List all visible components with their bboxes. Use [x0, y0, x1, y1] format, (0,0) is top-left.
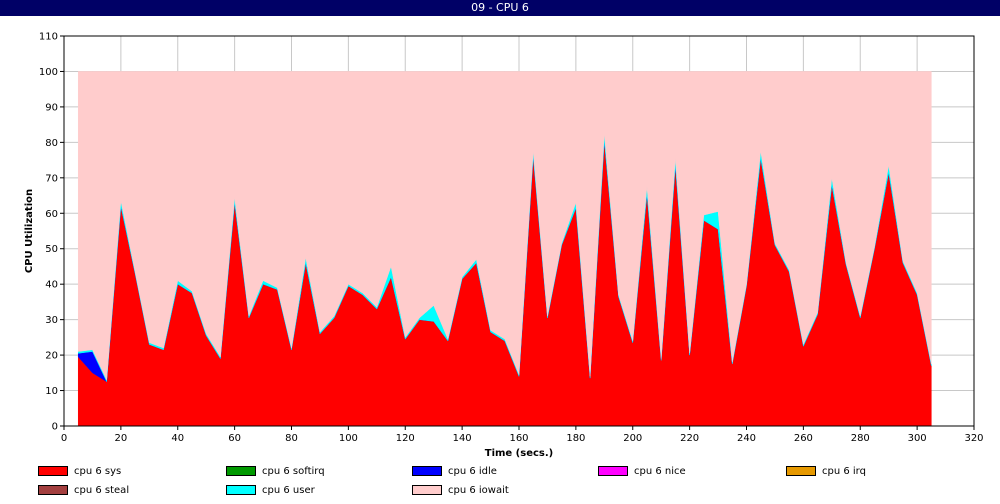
- legend-item: cpu 6 nice: [598, 465, 686, 479]
- legend-swatch: [38, 485, 68, 495]
- legend-label: cpu 6 irq: [822, 466, 866, 477]
- chart-title: 09 - CPU 6: [0, 0, 1000, 16]
- x-tick-label: 260: [794, 433, 813, 444]
- legend-label: cpu 6 nice: [634, 466, 686, 477]
- x-tick-label: 320: [964, 433, 983, 444]
- legend-item: cpu 6 irq: [786, 465, 866, 479]
- legend-label: cpu 6 iowait: [448, 485, 509, 496]
- x-tick-label: 160: [509, 433, 528, 444]
- cpu-6-iowait-area: [77, 71, 932, 381]
- y-tick-label: 20: [45, 351, 58, 362]
- y-tick-label: 50: [45, 244, 58, 255]
- legend-item: cpu 6 steal: [38, 484, 129, 498]
- y-tick-label: 10: [45, 386, 58, 397]
- y-tick-label: 110: [39, 32, 58, 43]
- legend-label: cpu 6 user: [262, 485, 315, 496]
- y-axis-ticks: 0 10 20 30 40 50 60 70 80 90 100 110: [39, 32, 64, 433]
- x-tick-label: 200: [623, 433, 642, 444]
- series-areas: [77, 71, 932, 427]
- x-tick-label: 40: [171, 433, 184, 444]
- y-tick-label: 70: [45, 173, 58, 184]
- legend-item: cpu 6 iowait: [412, 484, 509, 498]
- x-tick-label: 120: [396, 433, 415, 444]
- y-tick-label: 40: [45, 280, 58, 291]
- x-axis-label: Time (secs.): [485, 448, 554, 459]
- legend: cpu 6 sys cpu 6 softirq cpu 6 idle cpu 6 ni…: [0, 462, 1000, 504]
- legend-label: cpu 6 idle: [448, 466, 497, 477]
- y-tick-label: 30: [45, 315, 58, 326]
- y-tick-label: 100: [39, 67, 58, 78]
- legend-swatch: [226, 485, 256, 495]
- legend-label: cpu 6 sys: [74, 466, 122, 477]
- legend-swatch: [412, 485, 442, 495]
- x-tick-label: 300: [908, 433, 927, 444]
- x-tick-label: 80: [285, 433, 298, 444]
- x-axis-ticks: 0 20 40 60 80 100 120 140 160 180 200 220 240 260 280 3…: [61, 426, 984, 444]
- x-tick-label: 100: [339, 433, 358, 444]
- legend-swatch: [38, 466, 68, 476]
- legend-item: cpu 6 sys: [38, 465, 121, 479]
- y-axis-label: CPU Utilization: [24, 189, 35, 273]
- legend-swatch: [412, 466, 442, 476]
- x-tick-label: 180: [566, 433, 585, 444]
- legend-swatch: [226, 466, 256, 476]
- x-tick-label: 0: [61, 433, 67, 444]
- x-tick-label: 220: [680, 433, 699, 444]
- x-tick-label: 60: [228, 433, 241, 444]
- legend-item: cpu 6 user: [226, 484, 315, 498]
- x-tick-label: 20: [115, 433, 128, 444]
- legend-swatch: [598, 466, 628, 476]
- cpu-utilization-chart: 0 20 40 60 80 100 120 140 160 180 200 220 240 260 280 3…: [24, 32, 984, 460]
- legend-label: cpu 6 steal: [74, 485, 130, 496]
- y-tick-label: 60: [45, 209, 58, 220]
- y-tick-label: 0: [52, 422, 58, 433]
- legend-swatch: [786, 466, 816, 476]
- x-tick-label: 240: [737, 433, 756, 444]
- x-tick-label: 280: [851, 433, 870, 444]
- y-tick-label: 90: [45, 102, 58, 113]
- y-tick-label: 80: [45, 138, 58, 149]
- legend-label: cpu 6 softirq: [262, 466, 325, 477]
- legend-item: cpu 6 softirq: [226, 465, 325, 479]
- x-tick-label: 140: [453, 433, 472, 444]
- legend-item: cpu 6 idle: [412, 465, 497, 479]
